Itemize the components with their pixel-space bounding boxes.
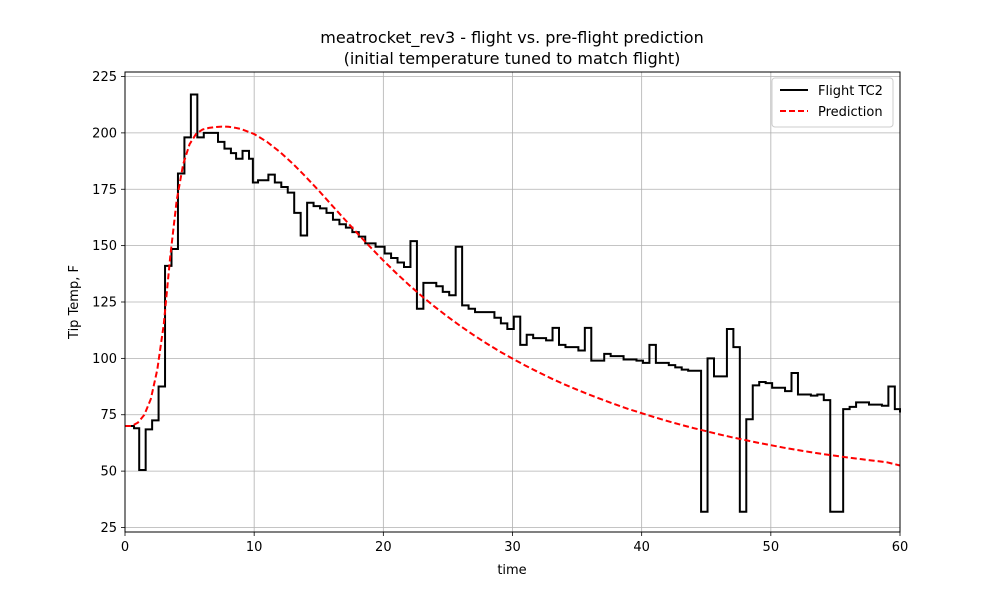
y-tick-label: 125 xyxy=(92,296,117,311)
series-line-prediction xyxy=(125,125,901,467)
y-tick-label: 100 xyxy=(92,352,117,367)
legend-entry-prediction: Prediction xyxy=(818,105,883,120)
y-tick-label: 200 xyxy=(92,126,117,141)
legend-entry-flight: Flight TC2 xyxy=(818,84,883,99)
y-tick-label: 150 xyxy=(92,239,117,254)
series-line-flight-tc2 xyxy=(125,93,901,513)
x-tick-label: 50 xyxy=(763,540,780,555)
x-tick-label: 20 xyxy=(375,540,392,555)
chart-title: meatrocket_rev3 - flight vs. pre-flight … xyxy=(320,28,703,48)
y-axis-ticks: 25 50 75 100 125 150 175 200 225 xyxy=(92,70,125,536)
series-layer xyxy=(125,93,901,513)
legend: Flight TC2 Prediction xyxy=(771,77,894,128)
y-tick-label: 225 xyxy=(92,70,117,85)
x-tick-label: 60 xyxy=(892,540,909,555)
x-tick-label: 10 xyxy=(246,540,263,555)
y-tick-label: 175 xyxy=(92,183,117,198)
x-tick-label: 0 xyxy=(121,540,129,555)
x-axis-ticks: 0 10 20 30 40 50 60 xyxy=(121,532,908,555)
y-tick-label: 75 xyxy=(100,408,117,423)
x-axis-label: time xyxy=(497,563,526,578)
y-axis-label: Tip Temp, F xyxy=(67,265,82,340)
y-tick-label: 50 xyxy=(100,465,117,480)
x-tick-label: 40 xyxy=(633,540,650,555)
x-tick-label: 30 xyxy=(504,540,521,555)
y-tick-label: 25 xyxy=(100,521,117,536)
chart-subtitle: (initial temperature tuned to match flig… xyxy=(344,49,681,68)
